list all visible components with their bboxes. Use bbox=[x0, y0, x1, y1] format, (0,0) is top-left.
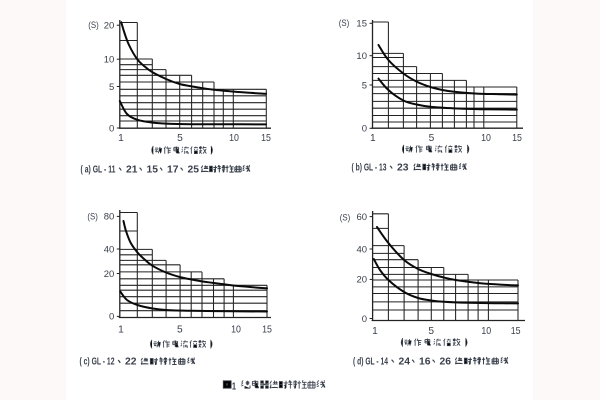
svg-text:80: 80 bbox=[104, 212, 115, 223]
svg-text:15: 15 bbox=[261, 133, 271, 144]
svg-text:(S): (S) bbox=[87, 212, 98, 223]
svg-text:(S): (S) bbox=[88, 20, 99, 31]
svg-text:1: 1 bbox=[118, 133, 124, 144]
svg-text:( a) GL - 11: ( a) GL - 11 bbox=[81, 164, 116, 175]
svg-text:15: 15 bbox=[511, 326, 521, 337]
svg-text:16: 16 bbox=[419, 356, 431, 367]
svg-text:5: 5 bbox=[428, 326, 434, 337]
svg-text:15: 15 bbox=[356, 19, 367, 30]
svg-text:5: 5 bbox=[177, 324, 183, 335]
svg-text:5: 5 bbox=[109, 82, 114, 93]
svg-text:60: 60 bbox=[357, 212, 368, 223]
svg-text:24: 24 bbox=[399, 356, 411, 367]
svg-text:15: 15 bbox=[512, 133, 522, 144]
svg-text:0: 0 bbox=[362, 124, 367, 135]
svg-text:20: 20 bbox=[104, 269, 115, 280]
svg-text:0: 0 bbox=[109, 312, 114, 323]
svg-text:5: 5 bbox=[362, 80, 367, 91]
svg-text:40: 40 bbox=[357, 244, 368, 255]
svg-text:10: 10 bbox=[356, 51, 367, 62]
svg-text:0: 0 bbox=[362, 314, 367, 325]
svg-text:40: 40 bbox=[104, 244, 115, 255]
svg-text:10: 10 bbox=[481, 133, 491, 144]
svg-text:21: 21 bbox=[126, 164, 138, 175]
svg-text:23: 23 bbox=[397, 162, 409, 173]
svg-text:20: 20 bbox=[104, 21, 115, 32]
svg-text:1: 1 bbox=[232, 381, 237, 392]
svg-text:5: 5 bbox=[177, 133, 183, 144]
svg-text:26: 26 bbox=[440, 356, 452, 367]
svg-text:(S): (S) bbox=[339, 18, 350, 29]
svg-text:5: 5 bbox=[429, 133, 435, 144]
svg-text:( d) GL - 14: ( d) GL - 14 bbox=[353, 356, 388, 367]
svg-text:15: 15 bbox=[147, 164, 159, 175]
svg-text:( c) GL - 12: ( c) GL - 12 bbox=[80, 357, 115, 368]
svg-text:1: 1 bbox=[372, 326, 378, 337]
svg-text:25: 25 bbox=[188, 164, 200, 175]
svg-text:17: 17 bbox=[167, 164, 179, 175]
svg-text:10: 10 bbox=[231, 324, 241, 335]
svg-text:10: 10 bbox=[481, 326, 491, 337]
svg-text:20: 20 bbox=[357, 275, 368, 286]
svg-text:0: 0 bbox=[109, 123, 114, 134]
svg-text:( b) GL - 13: ( b) GL - 13 bbox=[352, 162, 387, 173]
svg-text:1: 1 bbox=[370, 133, 376, 144]
svg-text:22: 22 bbox=[125, 357, 137, 368]
svg-text:(S): (S) bbox=[340, 213, 351, 224]
svg-text:10: 10 bbox=[104, 55, 115, 66]
svg-text:10: 10 bbox=[229, 133, 239, 144]
svg-text:15: 15 bbox=[262, 324, 272, 335]
svg-text:1: 1 bbox=[118, 324, 124, 335]
